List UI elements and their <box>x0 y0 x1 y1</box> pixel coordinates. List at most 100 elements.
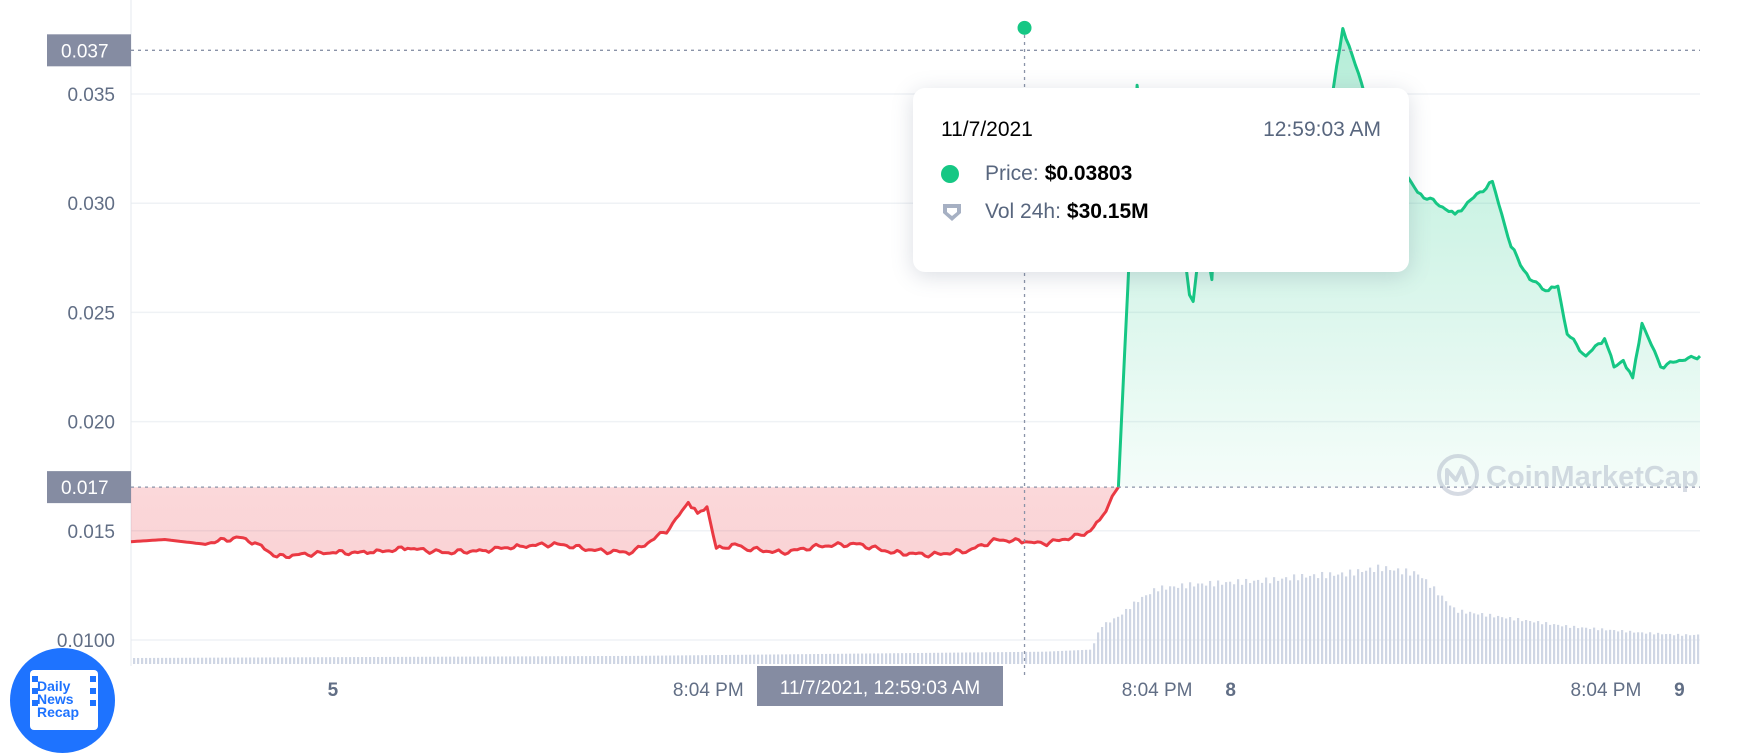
volume-bar <box>1561 626 1564 664</box>
volume-bar <box>309 657 312 664</box>
volume-bar <box>757 654 760 664</box>
volume-bar <box>1633 632 1636 664</box>
volume-bar <box>985 652 988 664</box>
volume-bar <box>889 653 892 664</box>
volume-bar <box>221 657 224 664</box>
volume-bar <box>1173 586 1176 664</box>
hover-point <box>1017 20 1032 35</box>
y-tick-label: 0.025 <box>67 303 115 324</box>
volume-bar <box>149 657 152 664</box>
volume-bar <box>1625 632 1628 664</box>
volume-bar <box>593 656 596 664</box>
volume-bar <box>1169 586 1172 664</box>
film-hole-icon <box>32 676 38 682</box>
film-hole-icon <box>32 700 38 706</box>
volume-bar <box>1453 607 1456 664</box>
x-tick-label: 8 <box>1225 680 1236 701</box>
volume-bar <box>349 657 352 664</box>
volume-bar <box>413 656 416 664</box>
tooltip-date: 11/7/2021 <box>941 118 1033 141</box>
volume-bar <box>1069 650 1072 664</box>
volume-bar <box>489 656 492 664</box>
volume-bar <box>1025 651 1028 664</box>
volume-bar <box>1373 572 1376 664</box>
tooltip-price-label: Price: <box>985 162 1039 185</box>
volume-bar <box>637 655 640 664</box>
volume-bar <box>501 656 504 664</box>
volume-bar <box>569 656 572 664</box>
volume-bar <box>541 656 544 664</box>
film-hole-icon <box>90 700 96 706</box>
volume-bar <box>397 656 400 664</box>
volume-bar <box>1437 595 1440 664</box>
volume-bar <box>1189 582 1192 664</box>
volume-bar <box>229 657 232 664</box>
volume-bar <box>1401 574 1404 664</box>
volume-bar <box>457 656 460 664</box>
volume-bar <box>289 657 292 664</box>
volume-bar <box>1109 622 1112 664</box>
volume-bar <box>613 655 616 664</box>
volume-bar <box>1657 632 1660 664</box>
volume-bar <box>1017 651 1020 664</box>
volume-bar <box>1209 580 1212 664</box>
volume-bar <box>1273 577 1276 664</box>
volume-bar <box>405 656 408 664</box>
volume-bar <box>1337 574 1340 664</box>
price-lines <box>130 27 1702 560</box>
volume-bar <box>269 657 272 664</box>
volume-bar <box>485 656 488 664</box>
volume-bar <box>449 656 452 664</box>
volume-bar <box>1513 620 1516 664</box>
volume-bar <box>653 655 656 664</box>
volume-bar <box>1197 583 1200 664</box>
volume-bar <box>225 657 228 664</box>
volume-bar <box>469 656 472 664</box>
volume-bar <box>1105 622 1108 664</box>
volume-bars <box>133 564 1700 664</box>
volume-bar <box>193 657 196 664</box>
volume-bar <box>865 653 868 664</box>
volume-bar <box>669 655 672 664</box>
volume-bar <box>969 652 972 664</box>
volume-bar <box>141 657 144 664</box>
volume-bar <box>1265 577 1268 664</box>
volume-bar <box>1277 580 1280 664</box>
volume-bar <box>1549 624 1552 664</box>
volume-bar <box>321 657 324 664</box>
volume-bar <box>1309 575 1312 664</box>
volume-bar <box>1641 632 1644 664</box>
volume-bar <box>1545 622 1548 664</box>
volume-bar <box>873 653 876 664</box>
volume-bar <box>1529 621 1532 664</box>
volume-bar <box>205 657 208 664</box>
volume-bar <box>1517 617 1520 664</box>
price-tooltip: 11/7/2021 12:59:03 AM Price: $0.03803 Vo… <box>913 88 1409 272</box>
volume-bar <box>1661 634 1664 664</box>
volume-bar <box>1289 580 1292 664</box>
x-tick-label: 8:04 PM <box>1122 680 1193 701</box>
price-dot-icon <box>941 165 959 183</box>
volume-bar <box>745 654 748 664</box>
volume-bar <box>1677 633 1680 664</box>
volume-bar <box>1493 617 1496 664</box>
volume-bar <box>1689 635 1692 664</box>
volume-bar <box>1597 630 1600 664</box>
volume-bar <box>1073 650 1076 664</box>
volume-bar <box>1101 627 1104 664</box>
volume-bar <box>661 655 664 664</box>
volume-bar <box>753 654 756 664</box>
volume-bar <box>1293 574 1296 664</box>
volume-bar <box>1621 630 1624 664</box>
volume-bar <box>1269 583 1272 664</box>
y-axis-labels: 0.035 0.030 0.025 0.020 0.015 0.0100 <box>57 85 115 652</box>
hover-time-tag: 11/7/2021, 12:59:03 AM <box>780 678 980 699</box>
volume-bar <box>793 654 796 664</box>
volume-bar <box>649 655 652 664</box>
volume-bar <box>237 657 240 664</box>
volume-bar <box>1521 621 1524 664</box>
daily-news-recap-badge[interactable]: Daily News Recap <box>10 648 115 753</box>
volume-bar <box>425 656 428 664</box>
price-chart[interactable]: 0.037 0.017 0.035 0.030 0.025 0.020 0.015 0.01… <box>0 0 1742 716</box>
volume-bar <box>1565 625 1568 664</box>
